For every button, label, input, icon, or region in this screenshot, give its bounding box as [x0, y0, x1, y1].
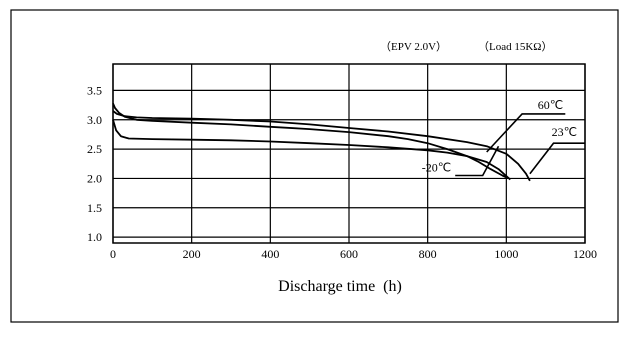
y-tick-label: 2.5: [87, 142, 102, 156]
y-tick-label: 1.5: [87, 201, 102, 215]
y-tick-label: 2.0: [87, 171, 102, 185]
y-tick-label: 3.0: [87, 113, 102, 127]
annotation-leader-1: [529, 142, 585, 175]
tick-labels: 0 200 400 600 800 1000 1200 1.0 1.5 2.0 2.5 3.0 3.5: [87, 83, 597, 261]
note-load: （Load 15KΩ）: [478, 40, 552, 53]
annotation-leader-0: [486, 113, 566, 153]
plot-frame: [112, 63, 586, 244]
annotation-label: 60℃: [538, 98, 563, 112]
x-tick-label: 1200: [573, 247, 597, 261]
x-tick-label: 0: [110, 247, 116, 261]
outer-frame: [10, 9, 619, 323]
annotation-label: -20℃: [422, 160, 451, 174]
series-line-1: [112, 110, 531, 182]
note-epv: （EPV 2.0V）: [380, 40, 447, 53]
series-lines: [112, 102, 531, 182]
y-tick-label: 1.0: [87, 230, 102, 244]
x-tick-label: 400: [261, 247, 279, 261]
x-tick-label: 600: [340, 247, 358, 261]
annotations: 60℃ 23℃ -20℃: [422, 98, 585, 177]
x-tick-label: 800: [419, 247, 437, 261]
x-tick-label: 1000: [494, 247, 518, 261]
y-tick-label: 3.5: [87, 83, 102, 97]
annotation-leader-2: [455, 145, 500, 177]
x-tick-label: 200: [183, 247, 201, 261]
x-axis-label: Discharge time (h): [278, 278, 402, 295]
grid: [112, 64, 586, 243]
annotation-label: 23℃: [552, 125, 577, 139]
